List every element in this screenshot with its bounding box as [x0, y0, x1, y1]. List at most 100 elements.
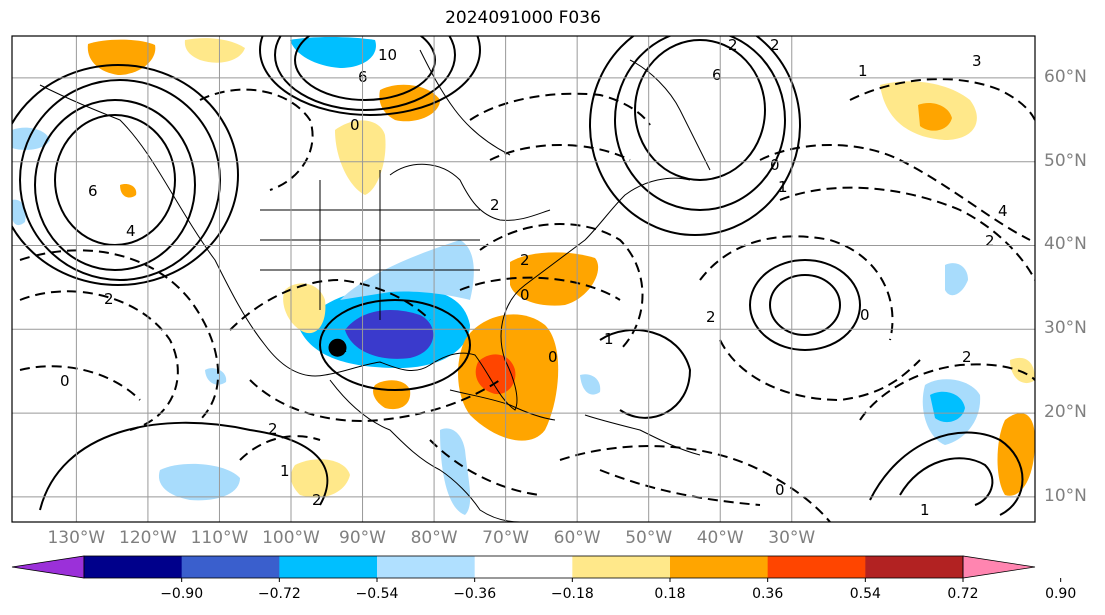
shade-left-negative2: [12, 199, 26, 226]
colorbar-tick-label: −0.72: [257, 586, 301, 602]
shade-top-positive2: [184, 38, 245, 63]
shade-mexico-positive: [283, 283, 326, 334]
shade-atlantic-negative-core: [930, 391, 965, 423]
storm-center-marker: [328, 338, 347, 357]
colorbar-tick-label: 0.54: [849, 586, 881, 602]
contour-label: 2: [962, 348, 972, 366]
contour-label: 2: [490, 196, 500, 214]
contour-label: 6: [88, 182, 98, 200]
contour-high-n-3: [259, 36, 481, 116]
longitude-label: 80°W: [410, 528, 458, 548]
colorbar-tick-label: −0.54: [355, 586, 399, 602]
contour-atl-se-2: [899, 457, 994, 506]
longitude-label: 30°W: [768, 528, 816, 548]
contour-label: 2: [312, 491, 322, 509]
colorbar-segment: [377, 556, 476, 578]
contour-label: 2: [706, 308, 716, 326]
contour-label: 0: [775, 481, 785, 499]
contours-solid: [12, 36, 1024, 516]
contour-gulf-1: [319, 299, 471, 391]
contour-label: 1: [778, 178, 788, 196]
shade-east-positive: [997, 413, 1035, 496]
contour-label: 0: [860, 306, 870, 324]
longitude-label: 70°W: [482, 528, 530, 548]
colorbar-extend-low: [11, 555, 85, 579]
colorbar-tick-label: 0.90: [1045, 586, 1077, 602]
contour-label: 2: [268, 420, 278, 438]
shade-left-negative: [12, 127, 50, 150]
contour-label: 1: [280, 462, 290, 480]
colorbar-segment: [474, 556, 573, 578]
shade-pacific-small-neg: [205, 368, 227, 385]
contour-label: 2: [728, 36, 738, 54]
colorbar-tick-label: −0.90: [160, 586, 204, 602]
colorbar-segment: [767, 556, 866, 578]
latitude-label: 10°N: [1044, 485, 1087, 506]
colorbar-tick-label: 0.72: [947, 586, 979, 602]
contour-label: 2: [520, 251, 530, 269]
colorbar-frame: [83, 555, 964, 579]
longitude-label: 50°W: [625, 528, 673, 548]
map-title: 2024091000 F036: [445, 8, 601, 28]
contour-high-n-2: [274, 36, 456, 111]
shade-hudson-positive: [335, 120, 386, 195]
longitude-label: 120°W: [119, 528, 177, 548]
colorbar-segment: [865, 556, 964, 578]
longitude-label: 60°W: [553, 528, 601, 548]
latitude-label: 30°N: [1044, 318, 1087, 339]
contour-label: 0: [770, 156, 780, 174]
contour-label: 3: [972, 52, 982, 70]
contour-atl-center-2: [749, 259, 861, 351]
longitude-label: 40°W: [696, 528, 744, 548]
colorbar-segment: [181, 556, 280, 578]
longitude-label: 110°W: [190, 528, 249, 548]
colorbar-tick-label: −0.36: [453, 586, 497, 602]
shade-yucatan-positive: [373, 380, 411, 410]
longitude-label: 100°W: [262, 528, 320, 548]
shade-atlantic-positive-core: [918, 102, 952, 131]
colorbar-segment: [84, 556, 183, 578]
contour-high-ne-3: [589, 36, 801, 236]
contour-high-ne-2: [614, 36, 786, 211]
contour-label: 10: [378, 46, 397, 64]
colorbar-tick-label: 0.36: [752, 586, 784, 602]
colorbar-segment: [572, 556, 671, 578]
contour-high-nw-4: [12, 64, 239, 286]
contour-label: 1: [858, 62, 868, 80]
contour-label: 6: [712, 66, 722, 84]
contour-pacific-low: [39, 421, 329, 511]
colorbar-segment: [670, 556, 769, 578]
contour-label: 4: [998, 202, 1008, 220]
shade-east-positive2: [1010, 357, 1035, 384]
contour-high-nw-3: [19, 79, 221, 281]
shade-top-negative: [290, 37, 376, 68]
latitude-label: 50°N: [1044, 150, 1087, 171]
shade-east-negative: [945, 263, 968, 296]
contour-label: 0: [350, 116, 360, 134]
contour-label: 2: [985, 232, 995, 250]
contour-center-1: [599, 329, 692, 419]
longitude-label: 90°W: [339, 528, 386, 548]
contour-label: 2: [770, 36, 780, 54]
shade-gulf-negative-core: [345, 310, 434, 359]
gridlines: [12, 36, 1035, 522]
shade-bahama-negative: [580, 374, 601, 395]
contour-label: 0: [60, 372, 70, 390]
contour-label: 4: [126, 222, 136, 240]
contour-label: 0: [548, 348, 558, 366]
contour-high-n-1: [294, 36, 436, 101]
colorbar-tick-label: 0.18: [654, 586, 686, 602]
contour-label: 1: [920, 501, 930, 519]
contour-atl-center-1: [769, 274, 841, 336]
map-frame: [11, 35, 1036, 523]
latitude-label: 20°N: [1044, 402, 1087, 423]
colorbar-extend-high: [962, 555, 1036, 579]
longitude-label: 130°W: [47, 528, 106, 548]
shade-pacific-positive: [290, 459, 350, 498]
colorbar-tick-label: −0.18: [550, 586, 594, 602]
contour-label: 0: [520, 286, 530, 304]
contour-high-ne-1: [634, 39, 766, 181]
contour-label: 2: [104, 290, 114, 308]
contour-atl-se-1: [869, 431, 1024, 516]
